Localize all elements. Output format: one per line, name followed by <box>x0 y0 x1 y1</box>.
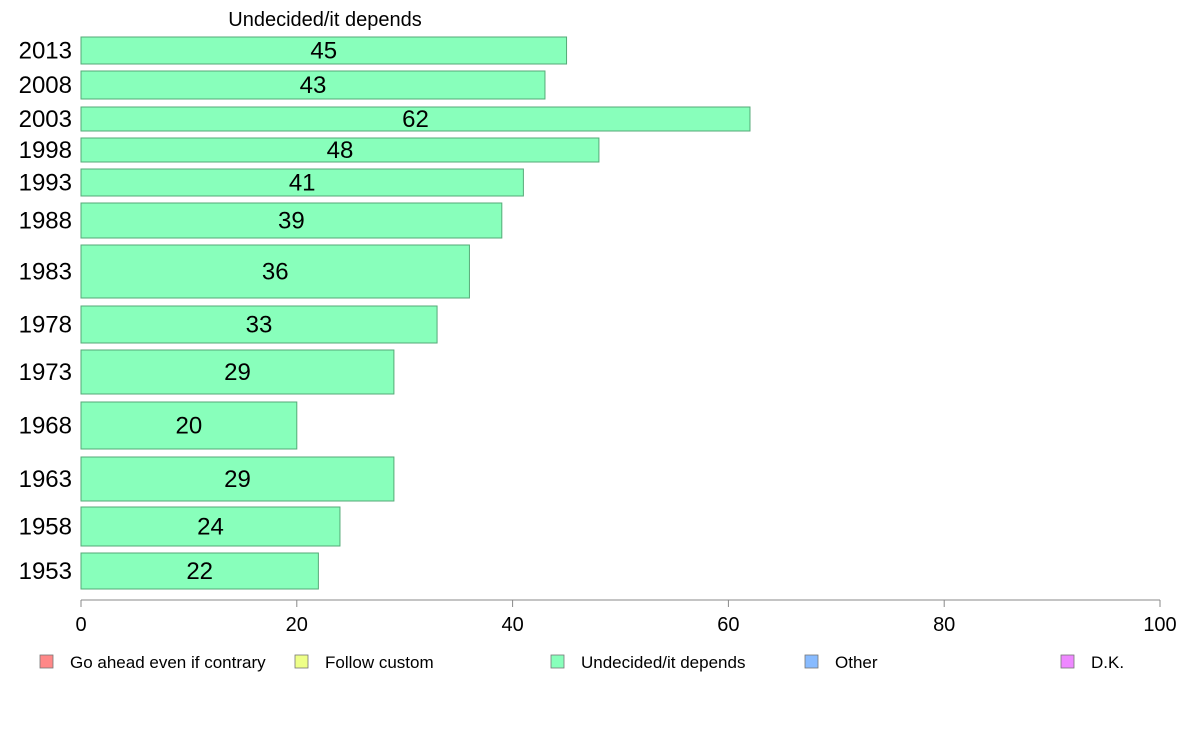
category-label-1988: 1988 <box>19 208 72 235</box>
category-label-1968: 1968 <box>19 413 72 440</box>
bar-2008 <box>80 70 546 100</box>
value-label-1953: 22 <box>186 558 213 585</box>
value-label-1983: 36 <box>262 259 289 286</box>
value-label-1978: 33 <box>246 312 273 339</box>
legend-label-0: Go ahead even if contrary <box>70 653 266 672</box>
bar-1983 <box>80 244 470 299</box>
legend-swatch-2 <box>550 654 565 669</box>
bar-1953 <box>80 552 319 590</box>
value-label-1958: 24 <box>197 514 224 541</box>
x-tick-label-40: 40 <box>501 614 523 636</box>
category-label-1953: 1953 <box>19 558 72 585</box>
bar-1998 <box>80 137 600 163</box>
bar-2013 <box>80 36 568 65</box>
bar-1968 <box>80 401 298 450</box>
chart-title: Undecided/it depends <box>228 9 421 31</box>
bar-1993 <box>80 168 524 197</box>
legend-swatch-4 <box>1060 654 1075 669</box>
category-label-1958: 1958 <box>19 514 72 541</box>
category-label-2008: 2008 <box>19 72 72 99</box>
value-label-2013: 45 <box>310 38 337 65</box>
value-label-1998: 48 <box>327 137 354 164</box>
x-tick-label-60: 60 <box>717 614 739 636</box>
legend-swatch-3 <box>804 654 819 669</box>
x-tick-label-20: 20 <box>286 614 308 636</box>
bars-group: 45 2013 43 2008 62 2003 48 1998 41 1993 39 1988 36 19… <box>19 36 751 590</box>
legend-swatch-0 <box>39 654 54 669</box>
value-label-1973: 29 <box>224 359 251 386</box>
value-label-1988: 39 <box>278 208 305 235</box>
bar-1958 <box>80 506 341 547</box>
legend-label-4: D.K. <box>1091 653 1124 672</box>
category-label-1998: 1998 <box>19 137 72 164</box>
legend-label-3: Other <box>835 653 878 672</box>
bar-2003 <box>80 106 751 132</box>
value-label-1993: 41 <box>289 170 316 197</box>
value-label-1963: 29 <box>224 466 251 493</box>
value-label-1968: 20 <box>176 413 203 440</box>
category-label-1993: 1993 <box>19 170 72 197</box>
x-tick-label-80: 80 <box>933 614 955 636</box>
category-label-2013: 2013 <box>19 38 72 65</box>
legend-label-1: Follow custom <box>325 653 434 672</box>
legend: Go ahead even if contrary Follow custom Un… <box>39 653 1124 672</box>
bar-1963 <box>80 456 395 502</box>
category-label-1973: 1973 <box>19 359 72 386</box>
bar-1978 <box>80 305 438 344</box>
category-label-1983: 1983 <box>19 259 72 286</box>
x-axis: 0 20 40 60 80 100 <box>75 599 1177 636</box>
value-label-2008: 43 <box>300 72 327 99</box>
category-label-1963: 1963 <box>19 466 72 493</box>
category-label-2003: 2003 <box>19 106 72 133</box>
legend-label-2: Undecided/it depends <box>581 653 745 672</box>
bar-1988 <box>80 202 503 239</box>
x-tick-label-0: 0 <box>75 614 86 636</box>
x-tick-label-100: 100 <box>1143 614 1176 636</box>
legend-swatch-1 <box>294 654 309 669</box>
value-label-2003: 62 <box>402 106 429 133</box>
category-label-1978: 1978 <box>19 312 72 339</box>
bar-1973 <box>80 349 395 395</box>
